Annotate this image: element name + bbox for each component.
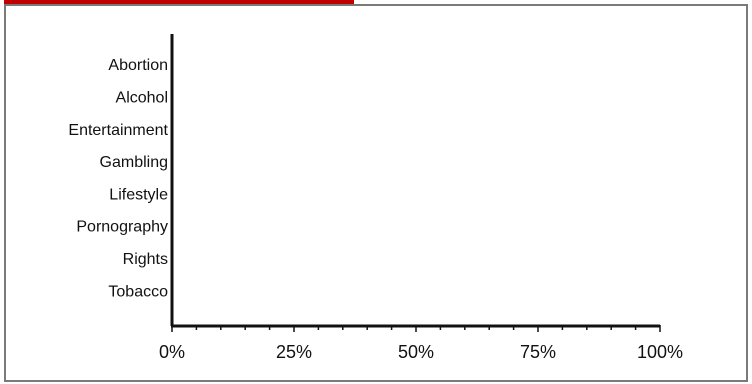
category-label: Entertainment	[68, 122, 168, 139]
x-tick-label: 50%	[398, 342, 434, 362]
category-label: Alcohol	[116, 90, 168, 107]
x-axis-ticks	[171, 325, 661, 332]
x-tick-label: 0%	[159, 342, 185, 362]
x-tick-label: 75%	[520, 342, 556, 362]
header-accent-bar	[4, 0, 354, 4]
category-label: Tobacco	[108, 283, 168, 300]
category-label: Rights	[123, 251, 168, 268]
category-label: Abortion	[108, 57, 168, 74]
x-tick-label: 25%	[276, 342, 312, 362]
chart-panel	[4, 4, 748, 382]
x-tick-label: 100%	[637, 342, 683, 362]
category-label: Pornography	[76, 219, 168, 236]
category-labels: Abortion Alcohol Entertainment Gambling Life…	[68, 57, 168, 300]
x-axis-tick-labels: 0% 25% 50% 75% 100%	[159, 342, 683, 362]
category-label: Lifestyle	[109, 186, 168, 203]
category-label: Gambling	[100, 154, 168, 171]
